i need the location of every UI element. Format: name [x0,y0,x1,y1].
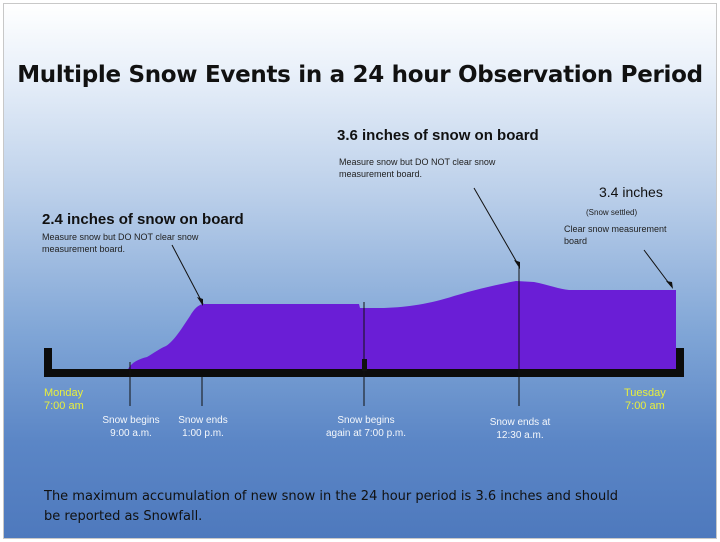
event-label-snow-ends: Snow ends 1:00 p.m. [172,414,234,440]
snow-accumulation-area [128,281,676,369]
event-label-line: Snow begins [102,415,160,426]
event2-note-line1: Measure snow but DO NOT clear snow [339,157,496,167]
start-time: 7:00 am [44,400,84,412]
event-marker-block [362,359,367,371]
slide: Multiple Snow Events in a 24 hour Observ… [3,3,717,539]
event1-note-line1: Measure snow but DO NOT clear snow [42,232,199,242]
event1-heading: 2.4 inches of snow on board [42,211,244,228]
arrow-final-head [666,281,673,289]
event-label-line: Snow ends [178,415,228,426]
arrow-final [643,249,672,287]
footer-line2: be reported as Snowfall. [44,509,203,524]
end-time: 7:00 am [625,400,665,412]
event-label-line: 1:00 p.m. [182,428,224,439]
end-day: Tuesday [624,387,666,399]
arrow-event1 [171,244,204,305]
arrow-event1-head [197,297,203,306]
event-label-line: again at 7:00 p.m. [325,428,407,439]
final-note-settled: (Snow settled) [586,208,638,217]
final-note: Clear snow measurement board [564,223,667,247]
final-heading: 3.4 inches [599,184,663,200]
event-label-snow-begins: Snow begins 9:00 a.m. [96,414,166,440]
start-time-label: Monday 7:00 am [44,387,84,413]
arrow-event2 [473,187,520,267]
event2-note: Measure snow but DO NOT clear snow measu… [339,156,495,180]
event-label-snow-begins-again: Snow begins again at 7:00 p.m. [316,414,416,440]
footer-line1: The maximum accumulation of new snow in … [44,489,619,504]
end-time-label: Tuesday 7:00 am [624,387,666,413]
event-label-line: 9:00 a.m. [110,428,152,439]
final-note-line2: board [564,236,588,246]
arrow-event2-head [514,260,520,269]
start-day: Monday [44,387,84,399]
slide-title: Multiple Snow Events in a 24 hour Observ… [17,62,703,88]
final-note-line1: Clear snow measurement [564,224,667,234]
event2-heading: 3.6 inches of snow on board [337,127,539,144]
event-label-snow-ends-at: Snow ends at 12:30 a.m. [482,416,558,442]
event-label-line: Snow begins [337,415,395,426]
event1-note: Measure snow but DO NOT clear snow measu… [42,231,198,255]
event1-note-line2: measurement board. [42,244,126,254]
snow-diagram [44,187,684,406]
event-label-line: Snow ends at [489,417,551,428]
footer-text: The maximum accumulation of new snow in … [44,487,684,527]
measurement-board [44,348,684,377]
event-label-line: 12:30 a.m. [496,430,544,441]
event2-note-line2: measurement board. [339,169,423,179]
